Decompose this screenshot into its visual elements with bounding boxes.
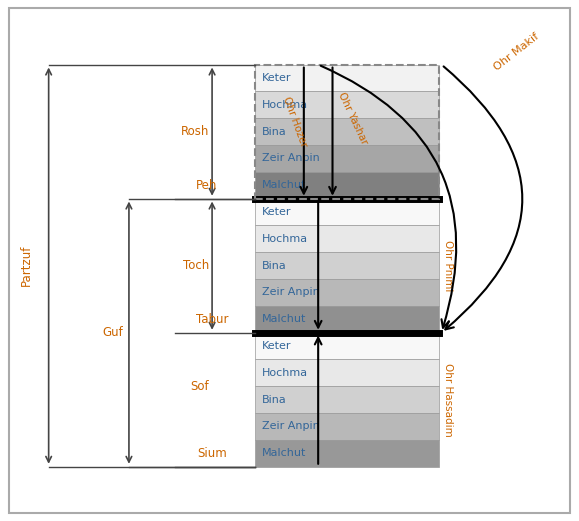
Text: Peh: Peh xyxy=(196,179,217,192)
Text: Keter: Keter xyxy=(262,341,291,351)
Text: Sof: Sof xyxy=(190,380,209,393)
Bar xyxy=(255,91,439,118)
Text: Ohr Makif: Ohr Makif xyxy=(492,31,540,72)
Text: Malchut: Malchut xyxy=(262,314,306,324)
Text: Bina: Bina xyxy=(262,260,287,270)
Bar xyxy=(255,172,439,199)
Text: Bina: Bina xyxy=(262,127,287,137)
Bar xyxy=(255,65,439,91)
Bar xyxy=(255,226,439,252)
Text: Ohr Yashar: Ohr Yashar xyxy=(336,91,369,146)
Bar xyxy=(255,199,439,226)
Bar xyxy=(255,359,439,386)
Text: Bina: Bina xyxy=(262,395,287,405)
Text: Zeir Anpin: Zeir Anpin xyxy=(262,421,320,431)
Text: Malchut: Malchut xyxy=(262,448,306,458)
Bar xyxy=(255,252,439,279)
Bar xyxy=(255,440,439,467)
Text: Hochma: Hochma xyxy=(262,368,308,378)
Text: Hochma: Hochma xyxy=(262,234,308,244)
Text: Ohr Hassadim: Ohr Hassadim xyxy=(443,363,453,437)
Text: Zeir Anpin: Zeir Anpin xyxy=(262,288,320,297)
Text: Rosh: Rosh xyxy=(181,125,209,138)
Text: Ohr Hozer: Ohr Hozer xyxy=(281,95,309,148)
Bar xyxy=(255,413,439,440)
Text: Zeir Anpin: Zeir Anpin xyxy=(262,154,320,164)
Text: Toch: Toch xyxy=(183,259,209,272)
FancyArrowPatch shape xyxy=(321,66,456,328)
Text: Guf: Guf xyxy=(102,326,123,339)
Text: Sium: Sium xyxy=(197,448,227,461)
Bar xyxy=(255,118,439,145)
Bar xyxy=(255,386,439,413)
Bar xyxy=(255,145,439,172)
Bar xyxy=(255,306,439,333)
Bar xyxy=(255,65,439,199)
FancyArrowPatch shape xyxy=(444,66,522,329)
Bar xyxy=(255,333,439,359)
Text: Tabur: Tabur xyxy=(196,314,228,327)
Text: Keter: Keter xyxy=(262,207,291,217)
Text: Ohr Pnimi: Ohr Pnimi xyxy=(443,240,453,291)
Text: Partzuf: Partzuf xyxy=(20,245,34,287)
Text: Malchut: Malchut xyxy=(262,180,306,190)
Bar xyxy=(255,279,439,306)
Text: Hochma: Hochma xyxy=(262,100,308,110)
Text: Keter: Keter xyxy=(262,73,291,83)
